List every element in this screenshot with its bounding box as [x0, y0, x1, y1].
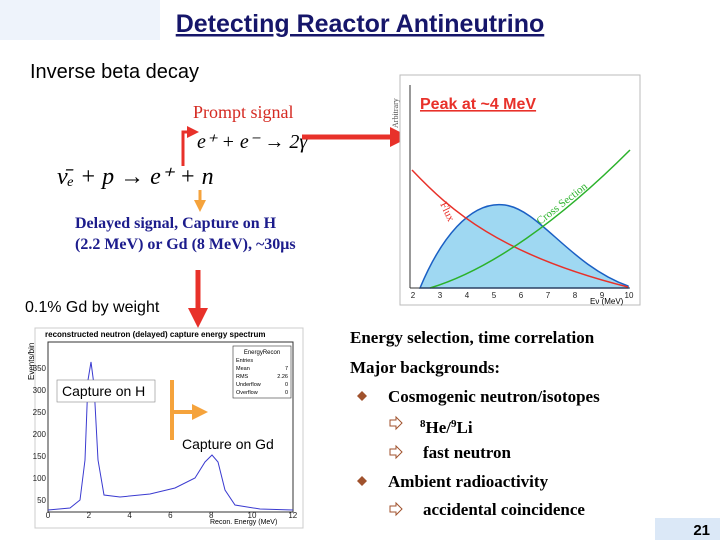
x-tick-label: 2 [87, 511, 92, 520]
x-tick-label: 9 [600, 291, 605, 300]
sub-bullet-text: fast neutron [423, 443, 512, 462]
stats-key: RMS [236, 374, 249, 380]
prompt-equation: e⁺ + e⁻ → 2γ [197, 131, 308, 153]
x-tick-label: 7 [546, 291, 551, 300]
sub-bullet-text: 8He/9Li [420, 418, 473, 437]
h-label: Capture on H [62, 383, 145, 399]
x-tick-label: 5 [492, 291, 497, 300]
x-label: Recon. Energy (MeV) [210, 519, 277, 526]
x-tick-label: 3 [438, 291, 443, 300]
note: Major backgrounds: [350, 358, 500, 377]
y-label: Arbitrary [391, 98, 400, 128]
x-tick-label: 8 [573, 291, 578, 300]
gd-label: Capture on Gd [182, 436, 274, 452]
y-label: Events/bin [27, 343, 36, 380]
prompt-label: Prompt signal [193, 102, 294, 122]
stats-value: 2.26 [277, 374, 288, 380]
y-tick-label: 250 [33, 408, 47, 417]
peak-annotation: Peak at ~4 MeV [420, 96, 536, 113]
stats-key: Underflow [236, 382, 261, 388]
x-label: Eν (MeV) [590, 297, 624, 306]
doping: 0.1% Gd by weight [25, 299, 160, 316]
stats-key: Mean [236, 366, 250, 372]
spectrum-plot: Peak at ~4 MeV Arbitrary Flux Cross Sect… [391, 74, 641, 306]
y-tick-label: 50 [37, 496, 46, 505]
sub-bullet [389, 415, 403, 431]
x-tick-label: 10 [248, 511, 257, 520]
stats-value: 0 [285, 382, 288, 388]
bullet [357, 476, 367, 486]
y-tick-label: 300 [33, 386, 47, 395]
y-tick-label: 200 [33, 430, 47, 439]
bullet-text: Cosmogenic neutron/isotopes [388, 387, 600, 406]
x-tick-label: 6 [519, 291, 524, 300]
delayed-line: (2.2 MeV) or Gd (8 MeV), ~30μs [75, 236, 296, 253]
y-tick-label: 100 [33, 474, 47, 483]
bullet [357, 391, 367, 401]
stats-value: 7 [285, 366, 288, 372]
x-tick-label: 4 [465, 291, 470, 300]
prompt-arrow [181, 126, 199, 166]
capture-plot: reconstructed neutron (delayed) capture … [27, 327, 304, 529]
plot-title: reconstructed neutron (delayed) capture … [45, 330, 266, 339]
flux-curve [411, 169, 629, 288]
title: Detecting Reactor Antineutrino [176, 10, 545, 38]
sub-bullet [389, 444, 403, 460]
page-number: 21 [693, 522, 710, 539]
x-tick-label: 0 [46, 511, 51, 520]
y-tick-label: 350 [33, 364, 47, 373]
subtitle: Inverse beta decay [30, 61, 199, 83]
y-tick-label: 150 [33, 452, 47, 461]
sub-bullet [389, 501, 403, 517]
page-number-box [655, 518, 720, 540]
stats-key: Overflow [236, 390, 258, 396]
note: Energy selection, time correlation [350, 328, 595, 347]
x-tick-label: 4 [127, 511, 132, 520]
stats-box [232, 345, 292, 399]
x-tick-label: 2 [411, 291, 416, 300]
sub-bullet-text: accidental coincidence [423, 500, 585, 519]
reaction: ν̄ₑ + p → e⁺ + n [57, 164, 214, 190]
cross-section-curve [429, 149, 631, 289]
stats-value: 0 [285, 390, 288, 396]
x-tick-label: 6 [168, 511, 173, 520]
delayed-line: Delayed signal, Capture on H [75, 215, 277, 232]
title-band [0, 0, 160, 40]
x-tick-label: 12 [288, 511, 297, 520]
bullet-text: Ambient radioactivity [388, 472, 549, 491]
axes-box [47, 341, 294, 513]
event-spectrum [418, 203, 629, 289]
stats-key: Entries [236, 358, 253, 364]
x-tick-label: 10 [625, 291, 634, 300]
stats-name: EnergyRecon [244, 350, 280, 356]
histogram [47, 361, 294, 511]
x-tick-label: 8 [209, 511, 214, 520]
h-label-box [56, 379, 156, 403]
